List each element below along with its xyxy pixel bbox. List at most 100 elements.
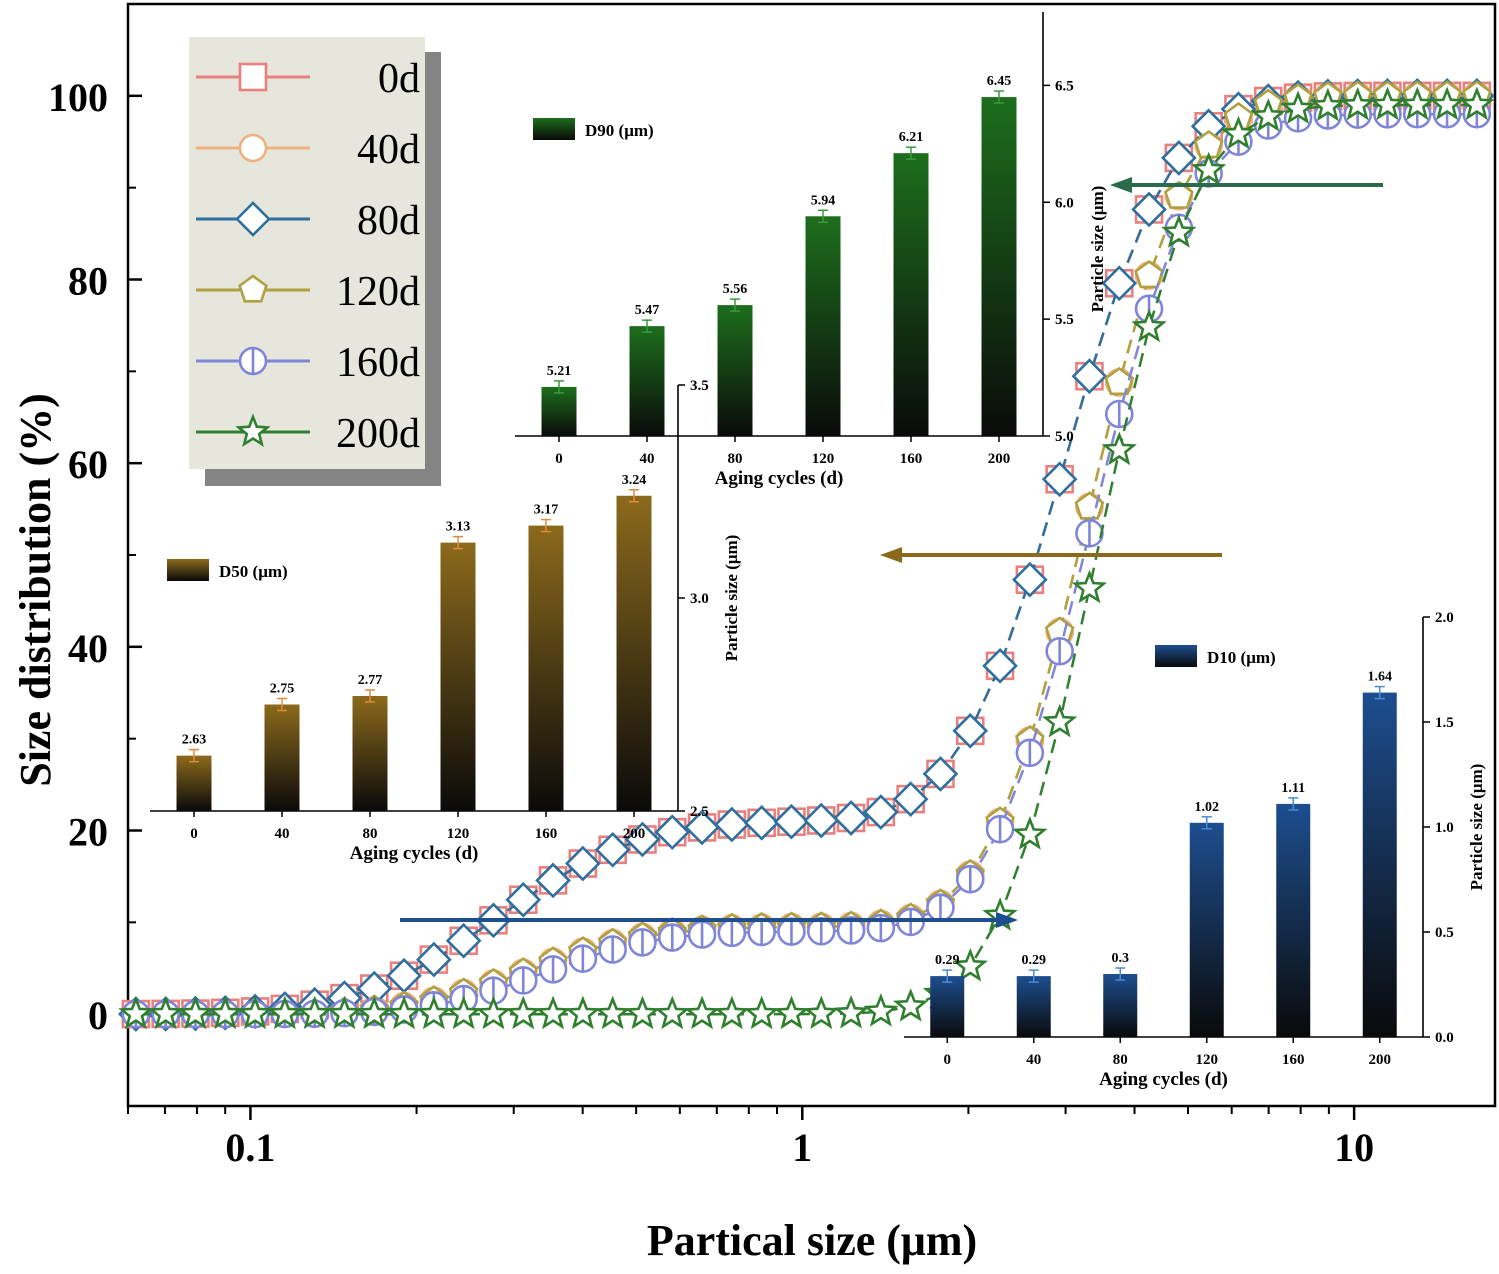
inset-bar — [717, 305, 753, 436]
marker-star — [1250, 98, 1286, 132]
inset-bar — [616, 495, 652, 811]
arrow-d50 — [880, 547, 1222, 563]
inset-x-tick-label: 0 — [944, 1052, 952, 1068]
inset-legend-label: D50 (μm) — [219, 562, 288, 581]
inset-x-tick-label: 40 — [275, 826, 290, 842]
inset-value-label: 2.63 — [182, 733, 207, 748]
legend-item-80d: 80d — [196, 198, 420, 244]
inset-value-label: 0.3 — [1112, 951, 1130, 966]
marker-diamond — [892, 781, 929, 817]
marker-star — [148, 995, 184, 1030]
arrows — [400, 177, 1383, 928]
series-line — [135, 94, 1477, 1016]
marker-star — [1131, 308, 1167, 343]
main-y-tick-label: 20 — [68, 810, 108, 855]
legend-item-40d: 40d — [196, 127, 420, 173]
inset-y-tick-label: 3.5 — [690, 378, 709, 394]
inset-bar — [1103, 974, 1138, 1037]
inset-y-axis-title: Particle size (μm) — [1467, 764, 1486, 891]
inset-bar — [930, 976, 965, 1037]
marker-star — [297, 995, 333, 1030]
marker-diamond — [416, 941, 452, 978]
marker-star — [893, 988, 929, 1022]
marker-star — [624, 995, 661, 1030]
legend-label: 40d — [357, 127, 420, 173]
inset-y-tick-label: 1.5 — [1435, 715, 1454, 731]
marker-star — [952, 947, 988, 982]
marker-star — [1041, 703, 1078, 738]
legend-label: 200d — [336, 411, 420, 457]
inset-x-tick-label: 160 — [535, 826, 558, 842]
inset-x-tick-label: 80 — [1113, 1052, 1128, 1068]
main-series — [118, 77, 1495, 1032]
series-line — [135, 112, 1477, 1016]
marker-star — [1191, 151, 1227, 186]
main-y-tick-label: 0 — [88, 993, 108, 1038]
marker-star — [475, 995, 512, 1030]
marker-diamond — [1071, 358, 1108, 395]
main-y-tick-label: 80 — [68, 259, 108, 304]
inset-y-tick-label: 2.0 — [1435, 610, 1454, 626]
marker-star — [1071, 569, 1108, 604]
marker-diamond — [684, 809, 720, 846]
marker-star — [416, 995, 452, 1030]
inset-x-tick-label: 80 — [728, 451, 743, 467]
marker-star — [1399, 86, 1435, 121]
main-y-tick-label: 60 — [68, 442, 108, 487]
marker-diamond — [594, 831, 631, 868]
inset-y-axis-title: Particle size (μm) — [1088, 186, 1107, 313]
marker-star — [803, 995, 839, 1029]
inset-d10: 0.0 0.5 1.0 1.5 2.0 Particle size (μm) 0.29 0 0.… — [904, 610, 1486, 1090]
main-y-axis-title: Size distribution (%) — [11, 393, 60, 787]
marker-diamond — [982, 647, 1018, 684]
inset-bar — [1276, 803, 1311, 1037]
marker-star — [684, 995, 720, 1030]
inset-d50: 2.5 3.0 3.5 Particle size (μm) 2.63 0 2.75 40 2.… — [150, 378, 741, 864]
main-y-tick-label: 100 — [48, 75, 108, 120]
marker-star — [267, 995, 303, 1030]
legend-label: 120d — [336, 269, 420, 315]
inset-value-label: 6.21 — [899, 130, 924, 145]
marker-star — [1310, 87, 1346, 122]
marker-diamond — [1101, 265, 1138, 302]
marker-diamond — [535, 862, 571, 899]
marker-diamond — [1131, 191, 1167, 228]
inset-value-label: 3.13 — [446, 520, 471, 535]
inset-legend-swatch — [167, 559, 209, 581]
marker-star — [1459, 86, 1495, 121]
marker-star — [235, 413, 271, 447]
marker-diamond — [952, 712, 989, 749]
marker-star — [1280, 90, 1316, 124]
marker-star — [773, 995, 810, 1030]
arrow-d10 — [400, 912, 1018, 928]
legend-label: 80d — [357, 198, 420, 244]
marker-star — [535, 995, 571, 1030]
inset-bar — [352, 695, 388, 811]
inset-bar — [1362, 692, 1397, 1037]
legend-box — [189, 37, 425, 469]
marker-star — [386, 995, 422, 1030]
marker-diamond — [833, 800, 869, 836]
marker-pentagon — [238, 274, 268, 303]
marker-star — [237, 995, 273, 1030]
marker-diamond — [565, 845, 601, 882]
arrow-d90 — [1110, 177, 1383, 193]
inset-y-tick-label: 3.0 — [690, 591, 709, 607]
marker-star — [326, 995, 363, 1030]
inset-value-label: 1.02 — [1195, 800, 1220, 815]
marker-star — [1339, 86, 1376, 121]
inset-value-label: 2.75 — [270, 682, 295, 697]
marker-star — [744, 995, 780, 1030]
legend-label: 0d — [378, 56, 420, 102]
legend-label: 160d — [336, 340, 420, 386]
inset-bar — [264, 704, 300, 811]
inset-legend-swatch — [533, 118, 575, 140]
marker-star — [863, 993, 899, 1027]
marker-star — [654, 995, 690, 1030]
inset-bar — [440, 542, 476, 811]
inset-legend-swatch — [1155, 645, 1197, 667]
marker-diamond — [505, 881, 542, 918]
marker-diamond — [624, 821, 661, 858]
inset-x-tick-label: 160 — [900, 451, 923, 467]
